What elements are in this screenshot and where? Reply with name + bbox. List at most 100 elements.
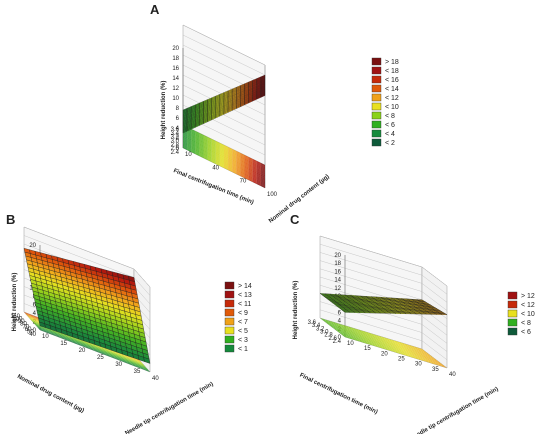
floor-contour-cell — [354, 336, 361, 340]
floor-contour-cell — [104, 349, 111, 353]
floor-contour-cell — [252, 160, 257, 164]
floor-contour-cell — [191, 138, 196, 142]
floor-contour-cell — [195, 150, 200, 154]
floor-contour-cell — [413, 356, 421, 360]
floor-contour-cell — [252, 176, 257, 180]
floor-contour-cell — [345, 330, 352, 333]
floor-contour-cell — [102, 347, 109, 351]
floor-contour-cell — [430, 360, 437, 363]
floor-contour-cell — [207, 157, 212, 161]
floor-contour-cell — [425, 360, 432, 364]
floor-contour-cell — [199, 150, 204, 154]
x-tick-label: 20 — [79, 348, 86, 354]
floor-contour-cell — [84, 343, 91, 347]
floor-contour-cell — [187, 133, 192, 138]
panel-label-a: A — [150, 2, 160, 17]
floor-contour-cell — [396, 345, 403, 349]
floor-contour-cell — [380, 343, 388, 346]
floor-contour-cell — [126, 361, 133, 365]
floor-contour-cell — [342, 328, 350, 331]
floor-contour-cell — [402, 350, 409, 353]
floor-contour-cell — [119, 357, 126, 361]
floor-contour-cell — [389, 343, 397, 346]
floor-contour-cell — [260, 179, 265, 183]
floor-contour-cell — [207, 142, 212, 146]
grid-line — [319, 252, 448, 303]
floor-contour-cell — [236, 154, 241, 158]
legend-label: < 12 — [521, 302, 535, 309]
floor-contour-cell — [199, 142, 204, 146]
floor-contour-cell — [252, 165, 257, 170]
floor-contour-cell — [83, 342, 91, 346]
z-axis-label: Height reduction (%) — [161, 81, 167, 140]
floor-contour-cell — [364, 340, 371, 343]
x-tick-label: 20 — [381, 351, 388, 357]
floor-contour-cell — [420, 350, 427, 353]
floor-contour-cell — [62, 335, 69, 339]
floor-contour-cell — [228, 150, 233, 154]
floor-contour-cell — [187, 146, 192, 150]
floor-contour-cell — [260, 174, 265, 178]
floor-contour-cell — [396, 350, 403, 353]
floor-contour-cell — [134, 359, 142, 363]
floor-contour-cell — [207, 156, 212, 160]
floor-contour-cell — [195, 141, 200, 145]
floor-contour-cell — [236, 157, 241, 162]
floor-contour-cell — [224, 146, 229, 150]
floor-contour-cell — [340, 333, 347, 336]
floor-contour-cell — [325, 321, 332, 325]
floor-contour-cell — [187, 143, 192, 147]
floor-contour-cell — [341, 331, 348, 335]
floor-contour-cell — [248, 170, 253, 174]
floor-contour-cell — [248, 177, 253, 181]
floor-contour-cell — [370, 335, 378, 339]
floor-contour-cell — [335, 329, 342, 332]
floor-contour-cell — [248, 159, 253, 163]
floor-contour-cell — [425, 354, 432, 357]
floor-contour-cell — [211, 155, 216, 159]
floor-contour-cell — [134, 358, 141, 362]
floor-contour-cell — [345, 328, 352, 331]
floor-contour-cell — [340, 324, 347, 327]
floor-contour-cell — [438, 363, 445, 367]
floor-contour-cell — [352, 335, 360, 339]
floor-contour-cell — [236, 161, 241, 165]
floor-contour-cell — [403, 351, 411, 354]
floor-contour-cell — [224, 147, 229, 151]
floor-contour-cell — [113, 355, 121, 359]
x-tick-label: 100 — [267, 192, 278, 198]
floor-contour-cell — [228, 152, 233, 156]
legend-swatch — [371, 57, 382, 66]
floor-contour-cell — [219, 149, 224, 154]
floor-contour-cell — [416, 352, 424, 355]
floor-contour-cell — [332, 323, 340, 326]
z-tick-label: 6 — [33, 303, 37, 309]
legend-label: > 12 — [521, 293, 535, 300]
floor-contour-cell — [66, 339, 73, 343]
floor-contour-cell — [215, 152, 220, 156]
floor-contour-cell — [203, 136, 208, 140]
floor-contour-cell — [123, 354, 131, 358]
floor-contour-cell — [326, 320, 333, 323]
floor-contour-cell — [207, 137, 212, 141]
floor-contour-cell — [191, 143, 196, 148]
floor-contour-cell — [215, 142, 220, 146]
floor-contour-cell — [219, 155, 224, 159]
floor-contour-cell — [58, 333, 65, 337]
floor-contour-cell — [215, 162, 220, 166]
floor-contour-cell — [415, 351, 422, 354]
x-tick-label: 15 — [60, 341, 67, 347]
floor-contour-cell — [244, 172, 249, 176]
floor-contour-cell — [211, 139, 216, 143]
floor-contour-cell — [80, 342, 87, 346]
z-tick-label: 20 — [334, 253, 341, 259]
z-tick-label: 12 — [172, 86, 179, 92]
floor-contour-cell — [69, 339, 77, 342]
z-tick-label: 18 — [172, 56, 179, 62]
floor-contour-cell — [414, 354, 421, 358]
floor-contour-cell — [120, 359, 128, 363]
floor-contour-cell — [395, 344, 402, 348]
floor-contour-cell — [228, 153, 233, 158]
floor-contour-cell — [332, 325, 339, 328]
floor-contour-cell — [203, 153, 208, 157]
